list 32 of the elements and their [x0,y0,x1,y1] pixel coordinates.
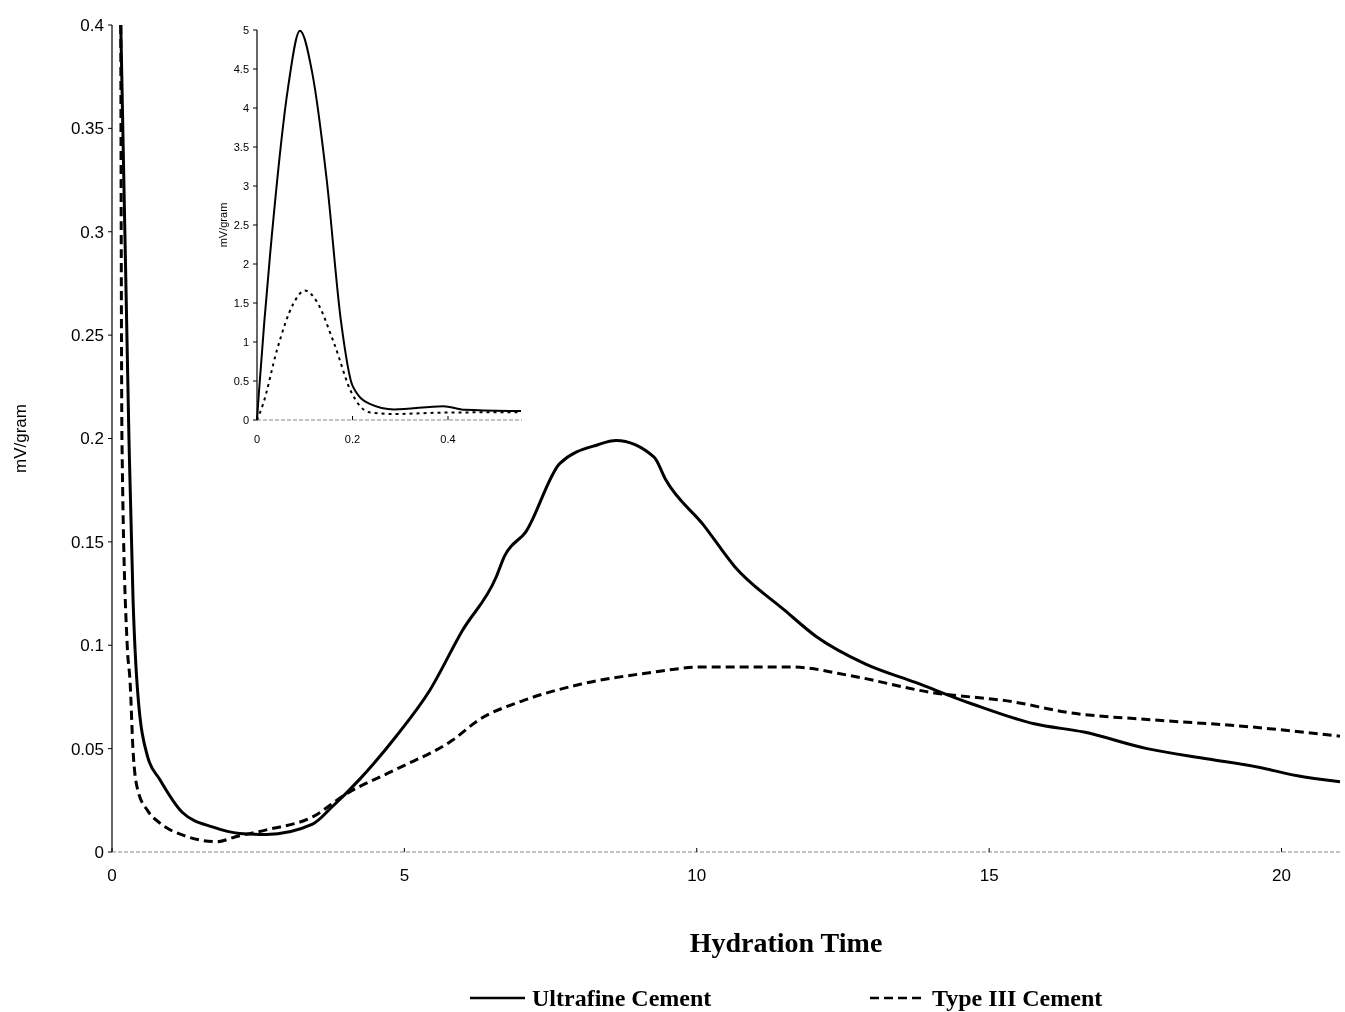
x-tick-label: 15 [979,866,999,885]
x-tick-label: 0.2 [344,433,361,445]
x-tick-label: 0 [253,433,261,445]
y-tick-label: 0.5 [233,374,249,387]
y-tick-label: 0.25 [70,326,104,346]
y-tick-label: 0.3 [80,222,104,242]
y-tick-label: 2.5 [233,218,249,231]
y-tick-label: 0 [94,842,104,862]
y-tick-label: 5 [242,23,249,36]
y-tick-label: 0.15 [70,532,104,552]
y-axis-title: mV/gram [11,404,30,473]
y-tick-label: 4 [242,101,249,114]
y-tick-label: 1 [242,335,249,348]
y-tick-label: 0.4 [80,15,104,35]
y-tick-label: 0 [242,413,249,426]
x-tick-label: 0 [107,866,117,885]
y-tick-label: 1.5 [233,296,249,309]
x-tick-label: 5 [399,866,410,885]
y-axis-title: mV/gram [217,202,229,248]
y-tick-label: 0.1 [80,636,104,656]
y-tick-label: 3.5 [233,140,249,153]
y-tick-label: 2 [242,257,249,270]
y-tick-label: 0.05 [70,739,104,759]
x-axis-title: Hydration Time [689,927,883,958]
x-tick-label: 20 [1272,866,1291,885]
legend-label: Ultrafine Cement [532,985,712,1011]
x-tick-label: 10 [687,866,707,885]
x-tick-label: 0.4 [440,433,456,445]
y-tick-label: 0.35 [70,119,104,139]
legend-label: Type III Cement [932,985,1103,1011]
y-tick-label: 3 [242,179,249,192]
y-tick-label: 4.5 [233,62,249,75]
